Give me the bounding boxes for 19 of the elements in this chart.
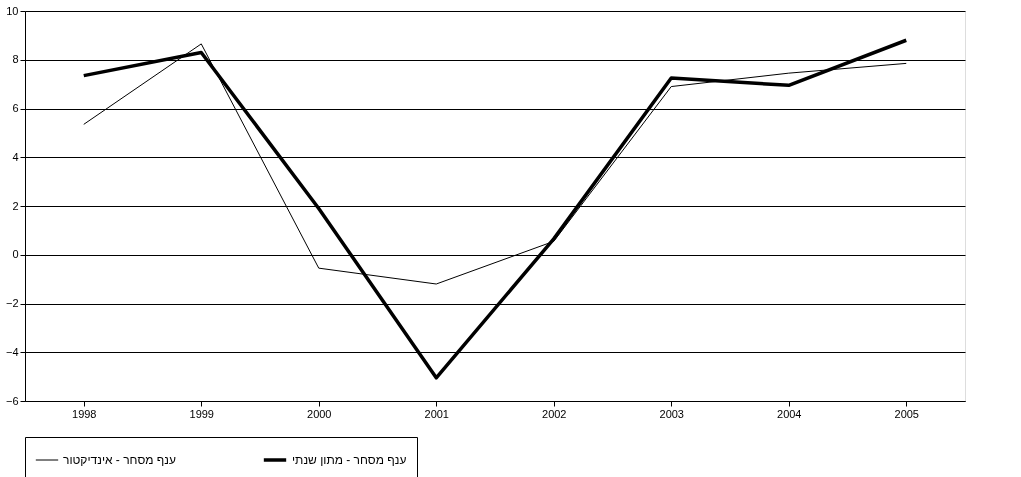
- x-tick-label: 2001: [424, 407, 449, 420]
- legend-label: ענף מסחר - אינדיקטור: [63, 453, 176, 467]
- legend-label: ענף מסחר - מתון שנתי: [292, 453, 407, 467]
- y-tick-label: −6: [5, 394, 19, 407]
- x-tick-label: 1998: [72, 407, 97, 420]
- x-tick-label: 1999: [189, 407, 214, 420]
- y-tick-label: 0: [12, 248, 19, 261]
- x-tick-label: 2005: [894, 407, 919, 420]
- y-tick-label: −2: [5, 297, 19, 309]
- y-tick-label: 10: [6, 4, 19, 17]
- x-tick-label: 2004: [777, 407, 802, 420]
- y-tick-label: −4: [5, 345, 19, 358]
- y-tick-label: 4: [12, 150, 19, 163]
- x-tick-label: 2003: [659, 407, 684, 420]
- x-tick-label: 2000: [307, 407, 332, 420]
- x-tick-label: 2002: [542, 407, 567, 420]
- y-tick-label: 2: [12, 199, 19, 212]
- y-tick-label: 6: [12, 102, 19, 114]
- y-tick-label: 8: [12, 53, 19, 66]
